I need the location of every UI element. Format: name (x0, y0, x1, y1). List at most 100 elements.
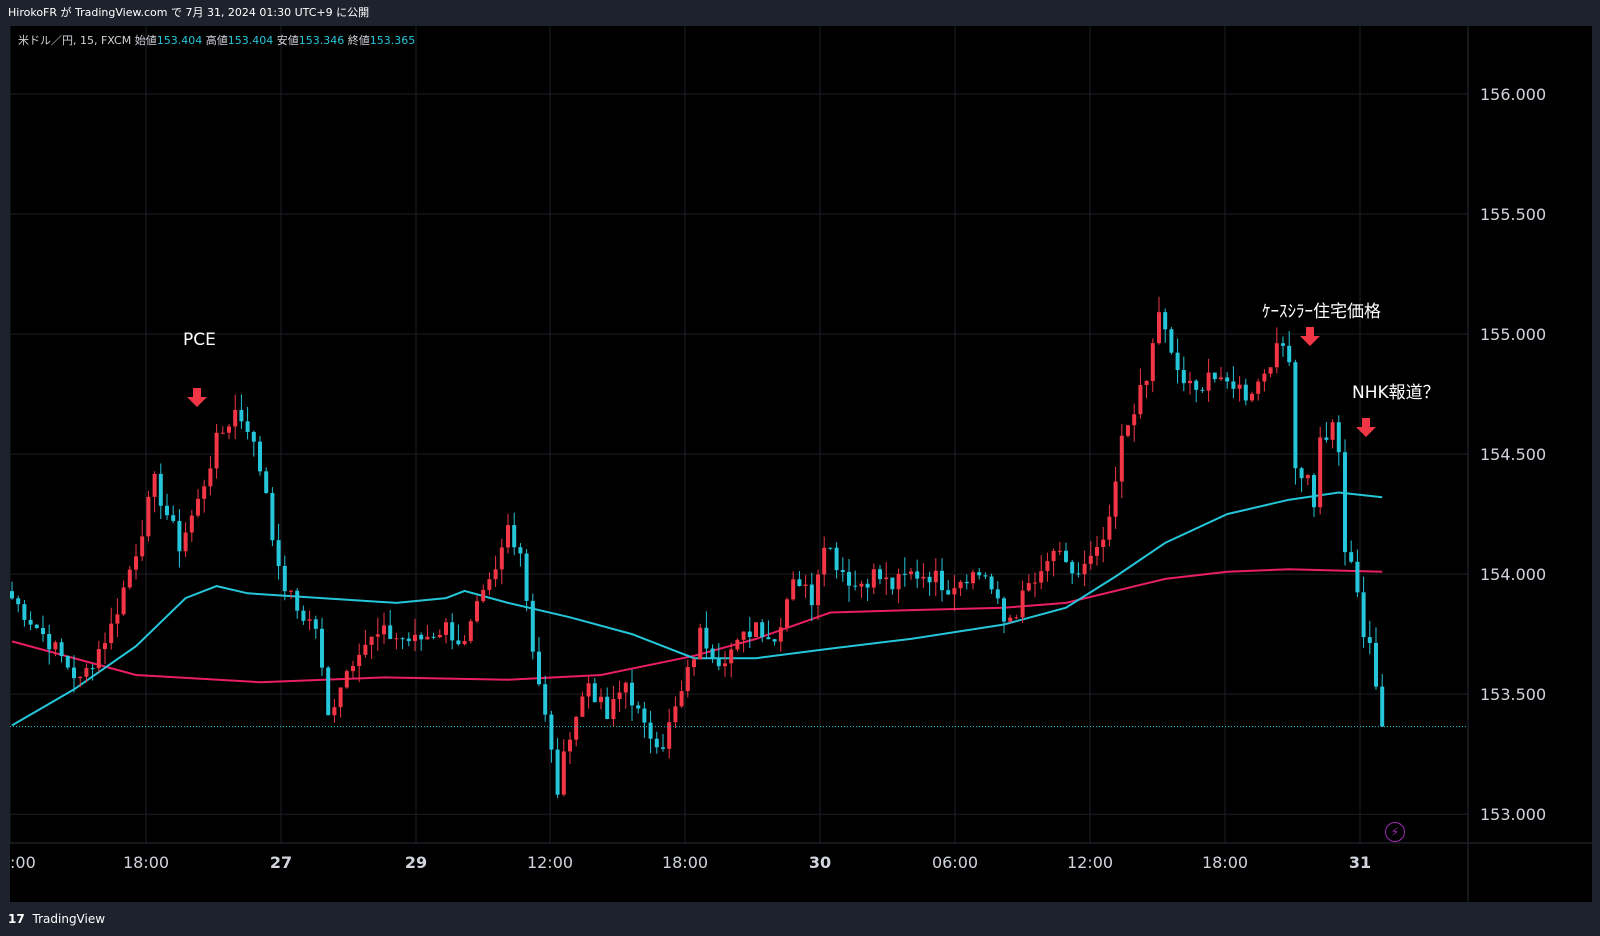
annotation-pce: PCE (183, 330, 216, 350)
candle-body (648, 722, 653, 739)
x-tick-label: 18:00 (123, 853, 169, 872)
chart-area[interactable]: 153.000 153.500 154.000 154.500 155.000 155.5… (10, 26, 1592, 902)
candle-body (512, 525, 517, 548)
candle-body (487, 579, 492, 590)
x-tick-label: 18:00 (1202, 853, 1248, 872)
candle-body (673, 706, 678, 723)
candle-body (493, 569, 498, 580)
tradingview-logo-icon: 17 (8, 912, 25, 926)
candle-body (1349, 552, 1354, 562)
candle-body (78, 676, 83, 679)
candle-body (90, 668, 95, 670)
candle-body (375, 634, 380, 637)
candle-body (555, 749, 560, 795)
y-tick-label: 156.000 (1480, 85, 1546, 104)
candle-body (264, 471, 269, 493)
candle-body (940, 570, 944, 591)
candle-body (971, 572, 975, 584)
candle-body (146, 496, 151, 537)
candle-body (1163, 312, 1168, 330)
candle-body (822, 547, 827, 575)
candle-body (1064, 550, 1068, 562)
candle-body (853, 585, 858, 587)
candle-body (623, 682, 628, 693)
candle-body (1188, 380, 1192, 384)
candle-body (177, 520, 182, 552)
candle-body (313, 619, 318, 629)
candle-body (716, 659, 721, 667)
symbol-legend: 米ドル／円, 15, FXCM 始値153.404 高値153.404 安値15… (18, 32, 415, 48)
candle-body (140, 536, 145, 557)
candle-body (754, 622, 758, 637)
candle-body (65, 655, 70, 668)
y-tick-label: 154.500 (1480, 445, 1546, 464)
candle-body (692, 659, 696, 668)
candle-body (1033, 582, 1037, 584)
candle-body (282, 565, 287, 592)
candle-body (766, 637, 771, 640)
candle-body (568, 739, 572, 752)
x-tick-label: 12:00 (1067, 853, 1113, 872)
candle-body (28, 619, 33, 625)
candle-body (580, 696, 585, 717)
candle-body (977, 572, 982, 576)
candle-body (871, 569, 876, 588)
candle-body (202, 486, 207, 499)
candle-body (1113, 481, 1118, 517)
candle-body (1126, 425, 1130, 436)
lightning-bolt-icon[interactable]: ⚡ (1385, 822, 1405, 842)
candle-body (425, 636, 430, 640)
candle-body (363, 644, 368, 655)
candle-body (326, 667, 331, 716)
candle-body (382, 625, 386, 635)
candle-body (803, 584, 808, 587)
candle-body (1355, 561, 1360, 593)
candle-body (1057, 550, 1062, 552)
candle-body (419, 634, 424, 640)
candle-body (344, 671, 349, 688)
candle-body (1361, 592, 1366, 638)
high-label: 高値 (205, 34, 228, 47)
candle-body (1150, 343, 1155, 382)
candle-body (654, 738, 659, 748)
candle-body (400, 638, 405, 640)
candle-body (1318, 437, 1323, 508)
candle-body (679, 691, 684, 707)
candle-body (233, 409, 238, 427)
candle-body (524, 553, 529, 601)
candle-body (413, 634, 417, 642)
candle-body (747, 631, 752, 637)
candle-body (791, 579, 796, 600)
candle-body (506, 525, 510, 548)
candle-body (289, 590, 293, 592)
candle-body (518, 547, 523, 554)
candle-body (549, 714, 554, 750)
y-tick-label: 155.500 (1480, 205, 1546, 224)
candle-body (369, 636, 374, 645)
candle-body (809, 584, 814, 606)
candlestick-chart[interactable]: 153.000 153.500 154.000 154.500 155.000 155.5… (10, 26, 1592, 902)
candle-body (189, 515, 194, 533)
candle-body (481, 589, 486, 602)
candle-body (741, 631, 746, 640)
candle-body (958, 581, 963, 589)
candle-body (1144, 381, 1149, 386)
candle-body (239, 409, 244, 422)
y-tick-label: 153.000 (1480, 805, 1546, 824)
candle-body (537, 651, 541, 685)
candle-body (1008, 617, 1013, 622)
candle-body (1330, 422, 1335, 440)
candle-body (1250, 393, 1254, 401)
open-value: 153.404 (156, 34, 203, 47)
candle-body (828, 547, 833, 549)
candle-body (859, 583, 864, 587)
candle-body (220, 432, 225, 434)
candle-body (1045, 561, 1050, 572)
candle-body (927, 576, 932, 583)
candle-body (1039, 571, 1044, 583)
candle-body (1256, 381, 1261, 394)
low-value: 153.346 (298, 34, 345, 47)
candle-body (134, 556, 138, 570)
candle-body (1324, 437, 1329, 440)
y-tick-label: 154.000 (1480, 565, 1546, 584)
